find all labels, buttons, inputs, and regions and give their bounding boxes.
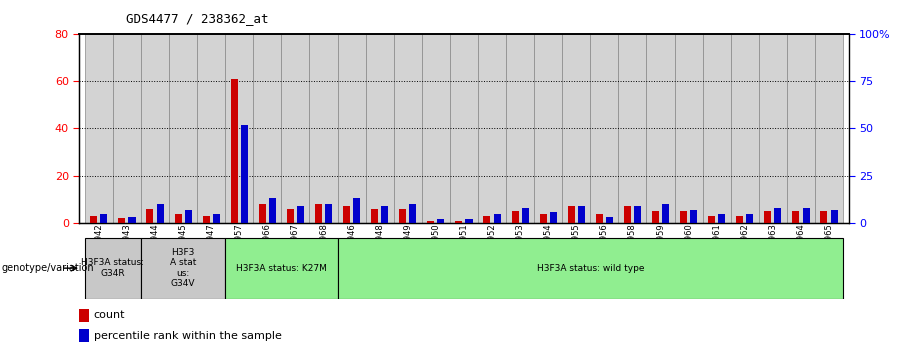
- Bar: [230, 79, 238, 223]
- Bar: [147, 209, 154, 223]
- Bar: [101, 213, 107, 223]
- Text: H3F3A status: K27M: H3F3A status: K27M: [236, 264, 327, 273]
- Bar: [506, 34, 535, 223]
- Bar: [590, 34, 618, 223]
- Bar: [759, 34, 787, 223]
- Bar: [79, 309, 89, 322]
- Bar: [511, 211, 518, 223]
- Bar: [353, 198, 360, 223]
- Bar: [535, 34, 562, 223]
- Bar: [175, 213, 182, 223]
- Bar: [90, 216, 97, 223]
- Bar: [703, 34, 731, 223]
- Bar: [568, 206, 575, 223]
- Bar: [382, 206, 388, 223]
- Bar: [129, 217, 136, 223]
- Bar: [764, 211, 771, 223]
- Text: H3F3
A stat
us:
G34V: H3F3 A stat us: G34V: [170, 248, 196, 288]
- Bar: [428, 221, 435, 223]
- Bar: [371, 209, 378, 223]
- Bar: [815, 34, 843, 223]
- Bar: [540, 213, 546, 223]
- Bar: [646, 34, 675, 223]
- Bar: [562, 34, 590, 223]
- Bar: [618, 34, 646, 223]
- Bar: [624, 206, 631, 223]
- Text: H3F3A status: wild type: H3F3A status: wild type: [536, 264, 644, 273]
- Bar: [606, 217, 613, 223]
- Text: genotype/variation: genotype/variation: [2, 263, 94, 273]
- Bar: [212, 213, 220, 223]
- Bar: [269, 198, 276, 223]
- Bar: [522, 208, 528, 223]
- Bar: [400, 209, 406, 223]
- Bar: [690, 210, 698, 223]
- Bar: [437, 219, 445, 223]
- Bar: [338, 34, 365, 223]
- Bar: [393, 34, 422, 223]
- Bar: [450, 34, 478, 223]
- Bar: [79, 329, 89, 342]
- Bar: [465, 219, 472, 223]
- Bar: [169, 34, 197, 223]
- Bar: [85, 34, 112, 223]
- Text: percentile rank within the sample: percentile rank within the sample: [94, 331, 282, 341]
- Bar: [253, 34, 282, 223]
- Bar: [774, 208, 781, 223]
- Text: GDS4477 / 238362_at: GDS4477 / 238362_at: [126, 12, 268, 25]
- Bar: [662, 204, 669, 223]
- Bar: [365, 34, 393, 223]
- Bar: [831, 210, 838, 223]
- Bar: [675, 34, 703, 223]
- Bar: [259, 204, 266, 223]
- Bar: [478, 34, 506, 223]
- Bar: [141, 238, 225, 298]
- Bar: [225, 238, 338, 298]
- Bar: [792, 211, 799, 223]
- Bar: [736, 216, 743, 223]
- Bar: [746, 213, 753, 223]
- Bar: [315, 204, 322, 223]
- Bar: [718, 213, 725, 223]
- Bar: [708, 216, 716, 223]
- Text: H3F3A status:
G34R: H3F3A status: G34R: [81, 258, 144, 278]
- Bar: [652, 211, 659, 223]
- Bar: [731, 34, 759, 223]
- Bar: [493, 213, 500, 223]
- Bar: [821, 211, 827, 223]
- Bar: [803, 208, 809, 223]
- Bar: [119, 218, 125, 223]
- Bar: [578, 206, 585, 223]
- Bar: [483, 216, 490, 223]
- Bar: [112, 34, 141, 223]
- Bar: [422, 34, 450, 223]
- Bar: [197, 34, 225, 223]
- Bar: [85, 238, 141, 298]
- Bar: [410, 204, 417, 223]
- Bar: [455, 221, 463, 223]
- Bar: [310, 34, 338, 223]
- Bar: [157, 204, 164, 223]
- Bar: [338, 238, 843, 298]
- Bar: [225, 34, 253, 223]
- Bar: [184, 210, 192, 223]
- Text: count: count: [94, 310, 125, 320]
- Bar: [596, 213, 603, 223]
- Bar: [287, 209, 294, 223]
- Bar: [550, 212, 557, 223]
- Bar: [634, 206, 641, 223]
- Bar: [141, 34, 169, 223]
- Bar: [343, 206, 350, 223]
- Bar: [680, 211, 687, 223]
- Bar: [241, 125, 248, 223]
- Bar: [282, 34, 310, 223]
- Bar: [325, 204, 332, 223]
- Bar: [297, 206, 304, 223]
- Bar: [787, 34, 815, 223]
- Bar: [202, 216, 210, 223]
